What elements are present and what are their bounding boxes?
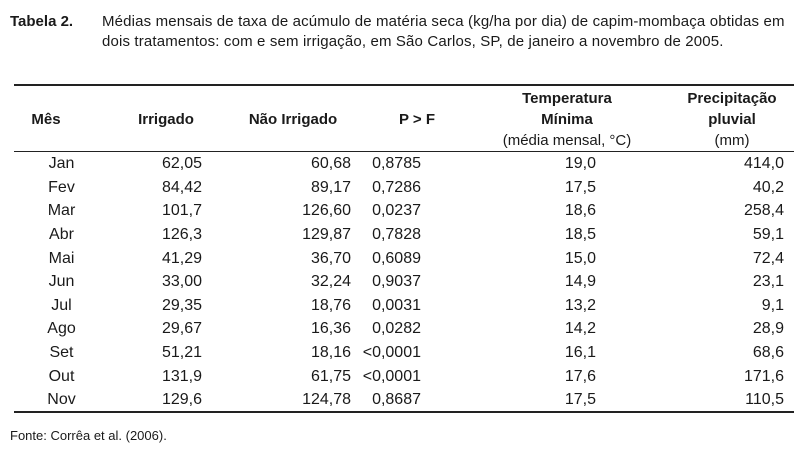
header-precipitacao: Precipitação — [687, 90, 777, 107]
table-top-rule — [14, 84, 794, 86]
cell-precipitacao: 40,2 — [752, 178, 784, 196]
cell-mes: Abr — [49, 226, 74, 244]
table-source: Fonte: Corrêa et al. (2006). — [10, 428, 167, 443]
cell-p-f: 0,7828 — [372, 226, 421, 244]
cell-irrigado: 41,29 — [161, 249, 202, 267]
cell-p-f: 0,0282 — [372, 320, 421, 338]
cell-mes: Ago — [47, 320, 76, 338]
data-table: Jan 62,05 60,68 0,8785 19,0 414,0 Fev 84,42 89,1… — [14, 152, 794, 412]
cell-p-f: <0,0001 — [362, 367, 421, 385]
cell-p-f: <0,0001 — [362, 344, 421, 362]
cell-precipitacao: 110,5 — [745, 391, 784, 409]
cell-precipitacao: 9,1 — [761, 296, 784, 314]
cell-nao-irrigado: 89,17 — [310, 178, 351, 196]
cell-p-f: 0,8785 — [372, 155, 421, 173]
cell-precipitacao: 23,1 — [752, 273, 784, 291]
cell-mes: Fev — [48, 178, 75, 196]
cell-precipitacao: 258,4 — [743, 202, 784, 220]
cell-p-f: 0,8687 — [372, 391, 421, 409]
cell-nao-irrigado: 18,16 — [310, 344, 351, 362]
cell-irrigado: 131,9 — [161, 367, 202, 385]
table-row: Fev 84,42 89,17 0,7286 17,5 40,2 — [14, 176, 794, 200]
cell-mes: Nov — [47, 391, 76, 409]
table-header-rule — [14, 151, 794, 152]
cell-mes: Jan — [48, 155, 75, 173]
table-row: Mar 101,7 126,60 0,0237 18,6 258,4 — [14, 199, 794, 223]
header-irrigado: Irrigado — [138, 111, 194, 128]
header-temperatura: Temperatura — [522, 90, 612, 107]
cell-irrigado: 129,6 — [161, 391, 202, 409]
header-p-f: P > F — [399, 111, 435, 128]
cell-precipitacao: 72,4 — [752, 249, 784, 267]
cell-nao-irrigado: 18,76 — [310, 296, 351, 314]
cell-p-f: 0,6089 — [372, 249, 421, 267]
header-precipitacao-unit: (mm) — [714, 132, 750, 149]
cell-irrigado: 101,7 — [161, 202, 202, 220]
cell-irrigado: 29,67 — [161, 320, 202, 338]
cell-temperatura: 13,2 — [564, 296, 596, 314]
header-mes: Mês — [31, 111, 61, 128]
cell-irrigado: 62,05 — [161, 155, 202, 173]
table-row: Abr 126,3 129,87 0,7828 18,5 59,1 — [14, 223, 794, 247]
cell-p-f: 0,7286 — [372, 178, 421, 196]
table-row: Mai 41,29 36,70 0,6089 15,0 72,4 — [14, 246, 794, 270]
table-caption: Tabela 2. Médias mensais de taxa de acúm… — [10, 12, 798, 52]
cell-nao-irrigado: 61,75 — [310, 367, 351, 385]
cell-nao-irrigado: 16,36 — [310, 320, 351, 338]
table-row: Jun 33,00 32,24 0,9037 14,9 23,1 — [14, 270, 794, 294]
table-row: Ago 29,67 16,36 0,0282 14,2 28,9 — [14, 317, 794, 341]
cell-irrigado: 33,00 — [161, 273, 202, 291]
cell-nao-irrigado: 32,24 — [310, 273, 351, 291]
cell-nao-irrigado: 126,60 — [302, 202, 351, 220]
cell-irrigado: 29,35 — [161, 296, 202, 314]
cell-nao-irrigado: 124,78 — [302, 391, 351, 409]
cell-nao-irrigado: 129,87 — [302, 226, 351, 244]
cell-p-f: 0,9037 — [372, 273, 421, 291]
header-temperatura-minima: Mínima — [541, 111, 593, 128]
cell-temperatura: 17,5 — [564, 391, 596, 409]
cell-temperatura: 14,2 — [564, 320, 596, 338]
table-caption-text: Médias mensais de taxa de acúmulo de mat… — [102, 13, 785, 50]
cell-temperatura: 17,5 — [564, 178, 596, 196]
table-row: Jan 62,05 60,68 0,8785 19,0 414,0 — [14, 152, 794, 176]
cell-p-f: 0,0031 — [372, 296, 421, 314]
cell-temperatura: 14,9 — [564, 273, 596, 291]
cell-precipitacao: 414,0 — [743, 155, 784, 173]
cell-temperatura: 19,0 — [564, 155, 596, 173]
cell-nao-irrigado: 36,70 — [310, 249, 351, 267]
cell-temperatura: 15,0 — [564, 249, 596, 267]
table-row: Set 51,21 18,16 <0,0001 16,1 68,6 — [14, 341, 794, 365]
cell-mes: Mar — [47, 202, 76, 220]
cell-irrigado: 51,21 — [161, 344, 202, 362]
cell-mes: Mai — [48, 249, 75, 267]
cell-mes: Jul — [51, 296, 72, 314]
cell-mes: Out — [48, 367, 75, 385]
header-precipitacao-pluvial: pluvial — [708, 111, 756, 128]
cell-irrigado: 84,42 — [161, 178, 202, 196]
table-row: Out 131,9 61,75 <0,0001 17,6 171,6 — [14, 364, 794, 388]
header-nao-irrigado: Não Irrigado — [248, 111, 338, 128]
table-row: Nov 129,6 124,78 0,8687 17,5 110,5 — [14, 388, 794, 412]
cell-mes: Set — [49, 344, 74, 362]
cell-nao-irrigado: 60,68 — [310, 155, 351, 173]
cell-precipitacao: 68,6 — [752, 344, 784, 362]
table-bottom-rule — [14, 411, 794, 413]
cell-temperatura: 16,1 — [564, 344, 596, 362]
cell-precipitacao: 171,6 — [743, 367, 784, 385]
cell-precipitacao: 28,9 — [752, 320, 784, 338]
cell-p-f: 0,0237 — [372, 202, 421, 220]
cell-temperatura: 18,6 — [564, 202, 596, 220]
header-temperatura-unit: (média mensal, °C) — [502, 132, 632, 149]
table-label: Tabela 2. — [10, 13, 74, 30]
cell-irrigado: 126,3 — [161, 226, 202, 244]
cell-temperatura: 17,6 — [564, 367, 596, 385]
data-table-body: Jan 62,05 60,68 0,8785 19,0 414,0 Fev 84,42 89,1… — [14, 152, 794, 412]
cell-mes: Jun — [48, 273, 75, 291]
cell-precipitacao: 59,1 — [752, 226, 784, 244]
cell-temperatura: 18,5 — [564, 226, 596, 244]
table-row: Jul 29,35 18,76 0,0031 13,2 9,1 — [14, 294, 794, 318]
